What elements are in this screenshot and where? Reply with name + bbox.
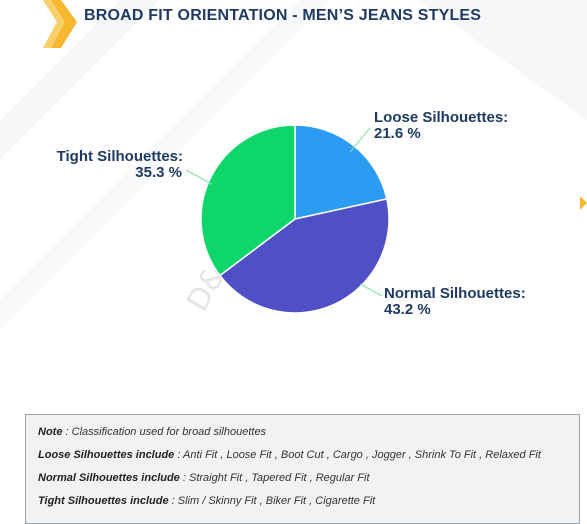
slice-label: Loose Silhouettes: xyxy=(374,109,508,126)
leader-line xyxy=(185,169,213,185)
slice-value-label: 35.3 % xyxy=(135,164,182,181)
slice-label: Tight Silhouettes: xyxy=(57,148,183,165)
slice-value-label: 43.2 % xyxy=(384,301,431,318)
normal-silhouettes-note: Normal Silhouettes include : Straight Fi… xyxy=(38,472,370,484)
leader-line xyxy=(359,283,383,297)
pie-slice-tight-silhouettes xyxy=(200,124,296,277)
pie-slice-normal-silhouettes xyxy=(218,198,390,314)
note-box: Note : Classification used for broad sil… xyxy=(25,414,580,524)
leader-line xyxy=(349,127,371,153)
pie-chart: Loose Silhouettes:21.6 % Normal Silhouett… xyxy=(57,109,526,318)
loose-silhouettes-note: Loose Silhouettes include : Anti Fit , L… xyxy=(38,449,541,461)
page-title: BROAD FIT ORIENTATION - MEN’S JEANS STYL… xyxy=(84,7,482,24)
tight-silhouettes-note: Tight Silhouettes include : Slim / Skinn… xyxy=(38,495,376,507)
chevron-right-icon xyxy=(580,196,587,210)
slice-label: Normal Silhouettes: xyxy=(384,285,526,302)
brand-logo-icon xyxy=(43,0,77,48)
note-line: Note : Classification used for broad sil… xyxy=(38,426,267,438)
slice-value-label: 21.6 % xyxy=(374,125,421,142)
pie-slice-loose-silhouettes xyxy=(294,124,388,220)
